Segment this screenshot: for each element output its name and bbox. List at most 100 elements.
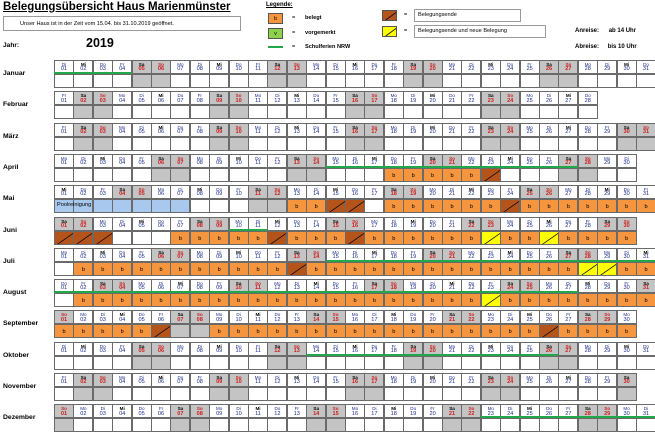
day-cell[interactable]: Mi 27 — [558, 373, 579, 387]
day-cell[interactable]: Mi 18 — [383, 404, 404, 419]
booking-cell[interactable] — [73, 230, 94, 245]
booking-cell[interactable] — [539, 230, 559, 245]
booking-cell[interactable]: b — [636, 261, 655, 276]
booking-cell[interactable]: b — [519, 261, 540, 276]
day-cell[interactable]: Mo 11 — [248, 122, 268, 137]
booking-cell[interactable]: b — [189, 230, 210, 245]
day-cell[interactable]: Fr 15 — [325, 373, 346, 387]
booking-cell[interactable]: b — [403, 199, 424, 214]
day-cell[interactable]: Mi 27 — [558, 122, 579, 137]
day-cell[interactable]: Do 07 — [170, 373, 191, 387]
day-cell[interactable]: Fr 10 — [228, 185, 249, 200]
day-cell[interactable]: Mo 09 — [209, 310, 230, 325]
day-cell[interactable]: Mo 29 — [597, 153, 618, 168]
day-cell[interactable]: Mi 20 — [422, 122, 443, 137]
booking-cell[interactable] — [616, 167, 637, 182]
booking-cell[interactable] — [267, 230, 288, 245]
day-cell[interactable]: Di 09 — [209, 153, 230, 168]
booking-cell[interactable]: b — [577, 293, 598, 308]
booking-cell[interactable] — [248, 136, 268, 151]
booking-cell[interactable]: b — [480, 324, 501, 339]
booking-cell[interactable] — [539, 418, 559, 433]
booking-cell[interactable] — [92, 387, 113, 401]
booking-cell[interactable] — [480, 136, 501, 151]
day-cell[interactable]: Do 20 — [422, 216, 443, 231]
day-cell[interactable]: Sa 13 — [286, 247, 307, 262]
day-cell[interactable]: Do 14 — [306, 122, 327, 137]
day-cell[interactable]: Mi 03 — [92, 247, 113, 262]
day-cell[interactable]: Mo 25 — [519, 91, 540, 106]
booking-cell[interactable] — [403, 418, 424, 433]
day-cell[interactable]: Sa 18 — [383, 185, 404, 200]
day-cell[interactable]: Mo 07 — [170, 60, 191, 74]
day-cell[interactable]: Do 16 — [345, 185, 365, 200]
booking-cell[interactable]: b — [306, 293, 327, 308]
booking-cell[interactable]: b — [558, 324, 579, 339]
day-cell[interactable]: Di 12 — [267, 122, 288, 137]
booking-cell[interactable]: b — [461, 230, 482, 245]
day-cell[interactable]: Mi 13 — [286, 373, 307, 387]
booking-cell[interactable]: b — [131, 261, 152, 276]
day-cell[interactable]: Mi 27 — [558, 91, 579, 106]
booking-cell[interactable]: b — [403, 324, 424, 339]
booking-cell[interactable] — [189, 324, 210, 339]
day-cell[interactable]: So 24 — [500, 91, 521, 106]
booking-cell[interactable] — [480, 418, 501, 433]
booking-cell[interactable]: b — [403, 167, 424, 182]
booking-cell[interactable] — [577, 105, 598, 120]
day-cell[interactable]: Sa 21 — [442, 310, 462, 325]
booking-cell[interactable]: b — [92, 324, 113, 339]
day-cell[interactable]: Di 19 — [403, 91, 424, 106]
booking-cell[interactable] — [422, 105, 443, 120]
booking-cell[interactable]: b — [519, 230, 540, 245]
day-cell[interactable]: Di 12 — [267, 91, 288, 106]
booking-cell[interactable] — [170, 105, 191, 120]
day-cell[interactable]: Fr 18 — [383, 60, 404, 74]
booking-cell[interactable] — [228, 136, 249, 151]
day-cell[interactable]: Do 17 — [364, 60, 385, 74]
booking-cell[interactable] — [422, 136, 443, 151]
day-cell[interactable]: Sa 19 — [403, 60, 424, 74]
booking-cell[interactable]: b — [267, 261, 288, 276]
day-cell[interactable]: Mi 04 — [112, 404, 133, 419]
day-cell[interactable]: So 03 — [92, 91, 113, 106]
booking-cell[interactable]: b — [112, 293, 133, 308]
booking-cell[interactable]: b — [286, 230, 307, 245]
booking-cell[interactable]: b — [112, 324, 133, 339]
day-cell[interactable]: Do 29 — [597, 279, 618, 294]
booking-cell[interactable] — [480, 230, 501, 245]
day-cell[interactable]: Fr 04 — [112, 341, 133, 356]
booking-cell[interactable] — [286, 74, 307, 88]
booking-cell[interactable] — [286, 355, 307, 370]
booking-cell[interactable]: b — [480, 261, 501, 276]
day-cell[interactable]: Di 09 — [209, 247, 230, 262]
booking-cell[interactable] — [306, 418, 327, 433]
day-cell[interactable]: Sa 12 — [267, 60, 288, 74]
booking-cell[interactable] — [54, 136, 74, 151]
booking-cell[interactable] — [539, 324, 559, 339]
booking-cell[interactable]: b — [558, 230, 579, 245]
booking-cell[interactable]: b — [73, 261, 94, 276]
day-cell[interactable]: Di 01 — [54, 341, 74, 356]
booking-cell[interactable]: b — [616, 293, 637, 308]
day-cell[interactable]: So 15 — [325, 310, 346, 325]
day-cell[interactable]: Mi 04 — [112, 310, 133, 325]
booking-cell[interactable] — [364, 136, 385, 151]
day-cell[interactable]: Fr 06 — [151, 310, 171, 325]
day-cell[interactable]: Di 02 — [73, 153, 94, 168]
day-cell[interactable]: Di 30 — [616, 153, 637, 168]
booking-cell[interactable] — [73, 167, 94, 182]
booking-cell[interactable] — [112, 199, 133, 214]
booking-cell[interactable] — [170, 324, 191, 339]
booking-cell[interactable] — [73, 355, 94, 370]
day-cell[interactable]: Di 03 — [92, 310, 113, 325]
day-cell[interactable]: Mo 04 — [112, 91, 133, 106]
day-cell[interactable]: Di 24 — [500, 310, 521, 325]
day-cell[interactable]: So 08 — [189, 404, 210, 419]
day-cell[interactable]: Mi 03 — [92, 153, 113, 168]
booking-cell[interactable] — [461, 74, 482, 88]
booking-cell[interactable]: b — [131, 293, 152, 308]
booking-cell[interactable]: b — [92, 261, 113, 276]
booking-cell[interactable] — [383, 387, 404, 401]
booking-cell[interactable] — [267, 418, 288, 433]
